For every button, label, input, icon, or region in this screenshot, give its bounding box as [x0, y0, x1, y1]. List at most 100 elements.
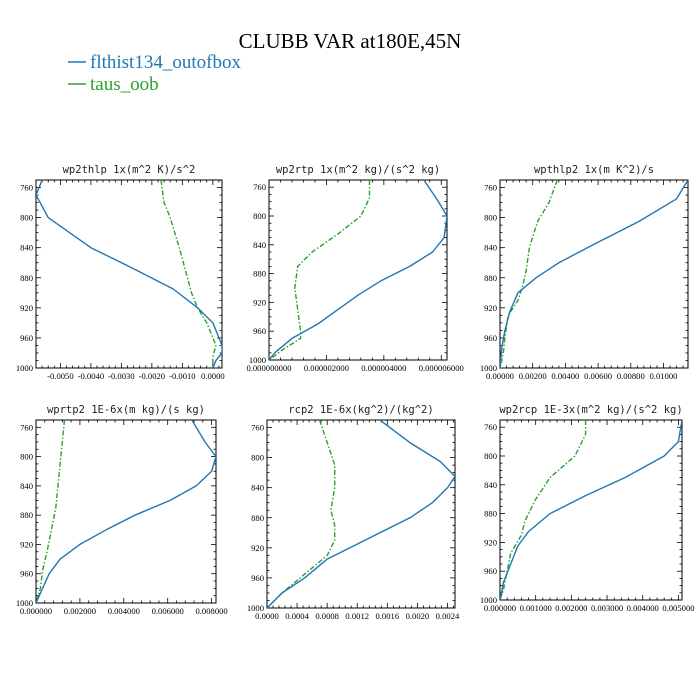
y-tick-label: 760	[251, 423, 264, 433]
y-tick-label: 840	[253, 240, 266, 250]
y-tick-label: 800	[251, 453, 264, 463]
legend: flthist134_outofbox taus_oob	[68, 52, 241, 95]
series-line-flthist134	[500, 420, 682, 600]
y-tick-label: 1000	[16, 598, 33, 608]
y-tick-label: 840	[484, 243, 497, 253]
x-tick-label: 0.008000	[195, 606, 227, 616]
x-tick-label: 0.001000	[520, 603, 552, 613]
y-tick-label: 880	[484, 509, 497, 519]
x-tick-label: 0.00800	[617, 371, 645, 381]
x-tick-label: 0.002000	[64, 606, 96, 616]
series-line-taus-oob	[160, 180, 217, 368]
x-tick-label: 0.01000	[650, 371, 678, 381]
series-line-flthist134	[267, 420, 455, 608]
x-tick-label: 0.004000	[627, 603, 659, 613]
y-tick-label: 760	[253, 182, 266, 192]
y-tick-label: 800	[20, 452, 33, 462]
y-tick-label: 920	[251, 543, 264, 553]
y-tick-label: 760	[484, 183, 497, 193]
panel-wpthlp2: wpthlp2 1x(m K^2)/s 760 800 840 880 920 960 100…	[480, 164, 689, 381]
x-tick-label: 0.00400	[551, 371, 579, 381]
y-tick-label: 960	[484, 333, 497, 343]
y-tick-label: 800	[484, 213, 497, 223]
panel-wp2rtp: wp2rtp 1x(m^2 kg)/(s^2 kg) 760 800 840 880 92…	[246, 164, 463, 373]
x-tick-label: 0.0000	[255, 611, 279, 621]
series-line-taus-oob	[267, 420, 336, 608]
y-tick-label: 1000	[480, 363, 497, 373]
x-tick-label: 0.0020	[406, 611, 430, 621]
series-line-flthist134	[36, 180, 222, 368]
panel-title: wp2rcp 1E-3x(m^2 kg)/(s^2 kg)	[499, 404, 682, 416]
figure-title: CLUBB VAR at180E,45N	[239, 29, 462, 53]
y-tick-label: 840	[20, 481, 33, 491]
y-tick-label: 840	[484, 480, 497, 490]
x-tick-label: -0.0030	[108, 371, 135, 381]
x-tick-label: 0.005000	[662, 603, 694, 613]
y-tick-label: 920	[253, 297, 266, 307]
y-tick-label: 800	[20, 213, 33, 223]
x-tick-label: 0.0016	[375, 611, 399, 621]
y-tick-label: 800	[484, 451, 497, 461]
x-tick-label: 0.000000	[20, 606, 52, 616]
y-tick-label: 920	[484, 303, 497, 313]
series-line-taus-oob	[500, 180, 558, 368]
series-line-taus-oob	[269, 180, 371, 360]
panel-wp2rcp: wp2rcp 1E-3x(m^2 kg)/(s^2 kg)760 800 840 88…	[480, 404, 695, 613]
x-tick-label: 0.0024	[436, 611, 460, 621]
y-tick-label: 760	[484, 422, 497, 432]
panel-title: wprtp2 1E-6x(m kg)/(s kg)	[47, 404, 205, 416]
x-tick-label: -0.0010	[169, 371, 196, 381]
y-tick-label: 960	[253, 326, 266, 336]
x-tick-label: 0.000000	[484, 603, 516, 613]
x-tick-label: 0.0004	[285, 611, 309, 621]
y-tick-label: 760	[20, 183, 33, 193]
series-line-taus-oob	[500, 420, 587, 600]
y-tick-label: 920	[20, 303, 33, 313]
y-tick-label: 920	[484, 537, 497, 547]
x-tick-label: 0.0000	[201, 371, 225, 381]
x-tick-label: 0.000004000	[361, 363, 406, 373]
series-line-flthist134	[36, 420, 216, 603]
legend-label-flthist134: flthist134_outofbox	[90, 52, 241, 73]
x-tick-label: 0.000002000	[304, 363, 349, 373]
y-tick-label: 880	[253, 269, 266, 279]
panel-wp2thlp: wp2thlp 1x(m^2 K)/s^2 760 800 840 880 920 960 1…	[16, 164, 225, 381]
plot-frame	[266, 419, 456, 609]
y-tick-label: 960	[20, 333, 33, 343]
y-tick-label: 760	[20, 422, 33, 432]
x-tick-label: 0.002000	[555, 603, 587, 613]
y-tick-label: 1000	[249, 355, 266, 365]
x-tick-label: -0.0040	[78, 371, 105, 381]
y-tick-label: 960	[251, 573, 264, 583]
panel-title: wp2thlp 1x(m^2 K)/s^2	[63, 164, 196, 176]
x-tick-label: 0.00200	[519, 371, 547, 381]
panel-wprtp2: wprtp2 1E-6x(m kg)/(s kg) 760 800 840 880 920…	[16, 404, 228, 616]
x-tick-label: 0.006000	[152, 606, 184, 616]
y-tick-label: 840	[251, 483, 264, 493]
y-tick-label: 800	[253, 211, 266, 221]
x-tick-label: 0.000000000	[246, 363, 291, 373]
y-tick-label: 880	[20, 510, 33, 520]
series-line-flthist134	[269, 180, 447, 360]
plot-frame	[499, 179, 689, 369]
x-tick-label: 0.004000	[108, 606, 140, 616]
plot-frame	[499, 419, 683, 601]
panel-title: rcp2 1E-6x(kg^2)/(kg^2)	[288, 404, 433, 416]
y-tick-label: 960	[484, 566, 497, 576]
y-tick-label: 960	[20, 569, 33, 579]
y-tick-label: 880	[251, 513, 264, 523]
x-tick-label: 0.00000	[486, 371, 514, 381]
y-tick-label: 920	[20, 539, 33, 549]
y-tick-label: 880	[20, 273, 33, 283]
legend-label-taus-oob: taus_oob	[90, 74, 159, 95]
y-tick-label: 840	[20, 243, 33, 253]
series-line-taus-oob	[36, 420, 66, 603]
x-tick-label: 0.00600	[584, 371, 612, 381]
plot-frame	[268, 179, 448, 361]
panel-rcp2: rcp2 1E-6x(kg^2)/(kg^2) 760 800 840 880 920 96…	[247, 404, 460, 621]
plot-frame	[35, 419, 217, 604]
x-tick-label: -0.0050	[47, 371, 74, 381]
panel-title: wp2rtp 1x(m^2 kg)/(s^2 kg)	[276, 164, 440, 176]
y-tick-label: 1000	[16, 363, 33, 373]
